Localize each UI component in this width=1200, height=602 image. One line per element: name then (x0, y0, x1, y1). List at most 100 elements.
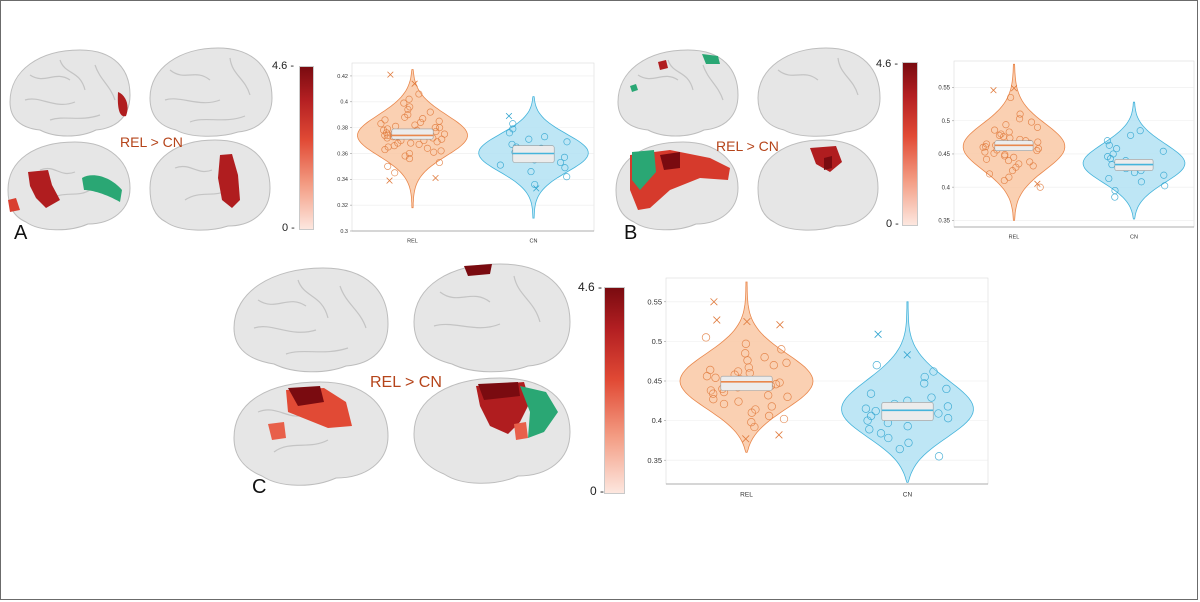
outlier-c-rel (742, 435, 750, 443)
contrast-label-a: REL > CN (120, 134, 183, 150)
outlier-c-rel (775, 431, 783, 439)
point-c-cn (884, 433, 893, 443)
brain-b-medial-left (615, 141, 739, 231)
point-b-rel (1015, 160, 1023, 168)
point-a-rel (415, 140, 423, 148)
point-c-cn (929, 367, 938, 376)
brain-panel-b (615, 47, 881, 231)
point-a-cn (556, 158, 565, 167)
x-tick-label-c-rel: REL (740, 492, 753, 499)
point-a-cn (560, 153, 569, 161)
y-tick-label-c: 0.4 (652, 416, 662, 425)
point-a-rel (400, 99, 408, 107)
point-b-rel (1027, 118, 1036, 126)
y-tick-label-c: 0.5 (652, 337, 662, 346)
point-c-cn (876, 429, 886, 438)
colorbar-c-min: 0 - (590, 484, 605, 498)
point-a-cn (496, 161, 504, 169)
outlier-a-rel (386, 177, 393, 184)
point-a-rel (411, 121, 419, 129)
point-a-cn (531, 180, 539, 189)
point-b-rel (1005, 128, 1013, 136)
point-b-rel (1002, 121, 1010, 129)
point-a-rel (391, 169, 399, 177)
point-c-rel (779, 414, 789, 424)
point-b-rel (1007, 93, 1015, 102)
point-b-rel (995, 131, 1003, 139)
point-c-cn (866, 411, 876, 421)
y-tick-label-c: 0.45 (647, 377, 662, 386)
point-a-rel (406, 103, 414, 111)
point-c-cn (927, 393, 936, 402)
point-a-cn (541, 133, 549, 141)
x-tick-label-a-cn: CN (530, 239, 538, 245)
y-tick-label-a: 0.3 (340, 229, 348, 235)
box-a-rel (391, 128, 434, 140)
box-c-cn (881, 402, 934, 421)
outlier-b-rel (990, 87, 997, 94)
point-b-rel (1000, 176, 1008, 185)
point-a-rel (426, 108, 434, 116)
point-c-cn (920, 379, 929, 388)
point-a-rel (384, 162, 392, 170)
brain-panel-a (7, 47, 273, 231)
point-c-rel (719, 399, 729, 409)
outlier-a-rel (387, 71, 394, 78)
outlier-c-rel (713, 316, 721, 324)
contrast-label-c: REL > CN (370, 374, 442, 391)
point-a-rel (430, 148, 438, 156)
point-c-rel (760, 353, 769, 362)
point-c-rel (782, 358, 791, 367)
panel-letter-a: A (14, 222, 28, 244)
contrast-label-b: REL > CN (716, 138, 779, 154)
outlier-a-cn (505, 112, 513, 120)
point-a-rel (435, 117, 443, 125)
brain-b-lateral-left (617, 49, 739, 137)
outlier-c-rel (743, 317, 751, 326)
point-c-rel (775, 378, 784, 387)
point-b-rel (1016, 110, 1024, 118)
point-c-cn (871, 406, 880, 416)
point-c-rel (767, 402, 776, 411)
point-c-rel (711, 373, 720, 382)
point-b-cn (1161, 182, 1169, 190)
point-b-cn (1160, 171, 1168, 179)
violin-c-cn (841, 301, 974, 483)
point-a-rel (381, 116, 389, 124)
outlier-c-rel (776, 321, 784, 329)
y-tick-label-a: 0.42 (337, 74, 348, 80)
point-c-cn (934, 409, 943, 418)
point-c-rel (750, 422, 759, 432)
point-a-rel (405, 155, 414, 163)
outlier-c-rel (710, 298, 718, 306)
colorbar-b-max: 4.6 - (876, 58, 899, 70)
point-c-rel (701, 333, 711, 342)
point-b-rel (1016, 115, 1024, 123)
box-c-rel (720, 375, 773, 391)
point-b-cn (1111, 186, 1119, 195)
brain-a-lateral-right (149, 47, 273, 137)
point-b-rel (1033, 123, 1042, 131)
outlier-b-rel (1010, 85, 1018, 92)
point-c-cn (865, 425, 874, 434)
point-a-rel (419, 115, 427, 123)
colorbar-c (604, 287, 625, 494)
point-a-cn (563, 138, 571, 146)
y-tick-label-c: 0.55 (647, 297, 662, 306)
colorbar-a (299, 66, 314, 230)
brain-b-medial-right (757, 139, 879, 231)
point-c-rel (764, 411, 774, 421)
point-b-rel (982, 140, 991, 148)
outlier-a-rel (411, 80, 418, 87)
y-tick-label-a: 0.34 (337, 177, 348, 183)
point-b-rel (985, 170, 994, 178)
point-a-rel (390, 142, 398, 150)
point-b-cn (1159, 147, 1167, 155)
point-b-rel (1001, 151, 1009, 159)
point-b-cn (1109, 150, 1117, 158)
point-a-rel (433, 138, 441, 146)
y-tick-label-b: 0.55 (938, 86, 950, 92)
point-a-cn (509, 125, 517, 133)
point-b-rel (991, 126, 999, 134)
